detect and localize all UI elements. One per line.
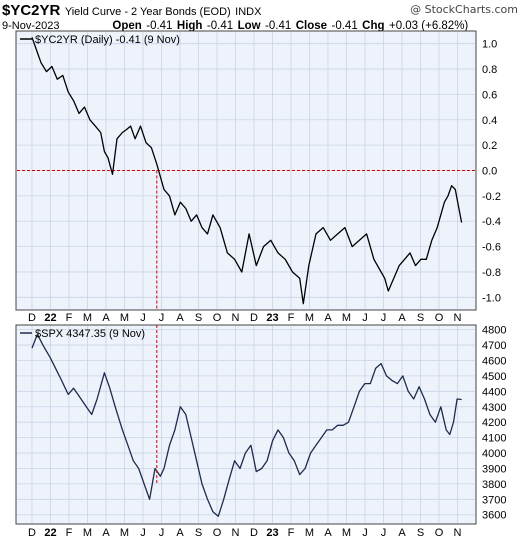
yield-y-tick-label: 0.0 xyxy=(482,166,497,178)
yield-y-tick-label: -0.6 xyxy=(482,242,501,254)
spx-x-tick-label: M xyxy=(83,527,92,539)
spx-x-tick-label: D xyxy=(250,527,258,539)
spx-x-tick-label: F xyxy=(66,527,73,539)
chg-label: Chg xyxy=(362,20,385,32)
spx-x-tick-label: M xyxy=(305,527,314,539)
spx-x-tick-label: 22 xyxy=(44,527,56,539)
spx-y-tick-label: 4000 xyxy=(482,448,506,460)
yield-y-tick-label: -0.4 xyxy=(482,216,501,228)
yield-x-tick-label: N xyxy=(454,312,462,324)
low-value: -0.41 xyxy=(265,20,292,32)
spx-panel: 4800 4700 4600 4500 4400 4300 4200 4100 4000 3900… xyxy=(15,324,506,539)
chart-header-line1: $YC2YR Yield Curve - 2 Year Bonds (EOD) … xyxy=(2,2,262,19)
yield-x-tick-label: A xyxy=(324,312,332,324)
watermark: @ StockCharts.com xyxy=(410,3,518,16)
spx-y-tick-label: 3700 xyxy=(482,494,506,506)
date-label: 9-Nov-2023 xyxy=(2,20,60,32)
spx-x-tick-label: M xyxy=(342,527,351,539)
spx-x-tick-label: J xyxy=(159,527,165,539)
spx-x-tick-label: N xyxy=(232,527,240,539)
spx-x-tick-label: F xyxy=(288,527,295,539)
spx-y-tick-label: 4300 xyxy=(482,402,506,414)
yield-y-tick-label: -0.2 xyxy=(482,191,501,203)
exchange-label: INDX xyxy=(235,6,262,18)
spx-x-tick-label: D xyxy=(28,527,36,539)
spx-y-tick-label: 3800 xyxy=(482,479,506,491)
yield-x-tick-label: F xyxy=(288,312,295,324)
open-value: -0.41 xyxy=(146,20,173,32)
chart-header-line2: 9-Nov-2023 Open -0.41 High -0.41 Low -0.… xyxy=(2,16,469,32)
yield-x-tick-label: S xyxy=(195,312,202,324)
spx-x-tick-label: O xyxy=(435,527,444,539)
yield-x-tick-label: M xyxy=(120,312,129,324)
yield-x-tick-label: M xyxy=(342,312,351,324)
spx-x-tick-label: S xyxy=(417,527,424,539)
spx-x-tick-label: M xyxy=(120,527,129,539)
spx-y-tick-label: 4700 xyxy=(482,340,506,352)
spx-y-tick-label: 3900 xyxy=(482,463,506,475)
spx-y-tick-label: 4400 xyxy=(482,386,506,398)
spx-y-tick-label: 4100 xyxy=(482,433,506,445)
yield-x-tick-label: O xyxy=(213,312,222,324)
chg-value: +0.03 (+6.82%) xyxy=(388,20,469,32)
spx-x-tick-label: J xyxy=(140,527,146,539)
yield-x-tick-label: 22 xyxy=(44,312,56,324)
spx-y-tick-label: 3600 xyxy=(482,510,506,522)
yield-y-tick-label: 0.4 xyxy=(482,115,497,127)
legend-text: $SPX 4347.35 (9 Nov) xyxy=(35,328,145,340)
spx-x-tick-label: J xyxy=(362,527,368,539)
spx-x-tick-label: A xyxy=(176,527,184,539)
open-label: Open xyxy=(112,20,142,32)
yield-x-tick-label: M xyxy=(305,312,314,324)
yield-x-tick-label: F xyxy=(66,312,73,324)
spx-y-tick-label: 4800 xyxy=(482,325,506,337)
close-label: Close xyxy=(295,20,328,32)
close-value: -0.41 xyxy=(331,20,358,32)
spx-x-tick-label: J xyxy=(381,527,387,539)
yield-x-tick-label: D xyxy=(28,312,36,324)
yield-series-line xyxy=(31,37,463,305)
yield-legend: $YC2YR (Daily) -0.41 (9 Nov) xyxy=(20,34,180,46)
yield-x-tick-label: N xyxy=(232,312,240,324)
spx-plot-area xyxy=(15,324,477,525)
yield-x-tick-label: A xyxy=(102,312,110,324)
description-label: Yield Curve - 2 Year Bonds (EOD) xyxy=(64,6,231,18)
yield-x-tick-label: A xyxy=(398,312,406,324)
legend-text: $YC2YR (Daily) -0.41 (9 Nov) xyxy=(35,34,180,46)
yield-x-tick-label: A xyxy=(176,312,184,324)
spx-y-tick-label: 4200 xyxy=(482,417,506,429)
spx-x-tick-label: 23 xyxy=(266,527,278,539)
yield-x-tick-label: J xyxy=(159,312,165,324)
yield-x-tick-label: 23 xyxy=(266,312,278,324)
yield-y-tick-label: 0.6 xyxy=(482,89,497,101)
yield-x-tick-label: M xyxy=(83,312,92,324)
yield-x-tick-label: J xyxy=(140,312,146,324)
spx-x-tick-label: A xyxy=(398,527,406,539)
spx-x-tick-label: S xyxy=(195,527,202,539)
yield-x-tick-label: J xyxy=(381,312,387,324)
yield-y-tick-label: 0.8 xyxy=(482,64,497,76)
spx-x-tick-label: N xyxy=(454,527,462,539)
spx-x-tick-label: A xyxy=(324,527,332,539)
spx-x-tick-label: O xyxy=(213,527,222,539)
yield-x-tick-label: D xyxy=(250,312,258,324)
yield-y-tick-label: -1.0 xyxy=(482,292,501,304)
yield-y-tick-label: -0.8 xyxy=(482,267,501,279)
yield-x-tick-label: O xyxy=(435,312,444,324)
yield-panel: 1.00.80.60.40.20.0-0.2-0.4-0.6-0.8-1.0D 2… xyxy=(15,30,501,324)
high-label: High xyxy=(176,20,203,32)
symbol-label: $YC2YR xyxy=(2,2,61,19)
yield-x-tick-label: J xyxy=(362,312,368,324)
yield-x-tick-label: S xyxy=(417,312,424,324)
spx-y-tick-label: 4500 xyxy=(482,371,506,383)
spx-legend: $SPX 4347.35 (9 Nov) xyxy=(20,328,145,340)
spx-y-tick-label: 4600 xyxy=(482,355,506,367)
yield-y-tick-label: 1.0 xyxy=(482,39,497,51)
spx-x-tick-label: A xyxy=(102,527,110,539)
high-value: -0.41 xyxy=(206,20,234,32)
low-label: Low xyxy=(237,20,261,32)
spx-series-line xyxy=(31,333,462,517)
yield-y-tick-label: 0.2 xyxy=(482,140,497,152)
